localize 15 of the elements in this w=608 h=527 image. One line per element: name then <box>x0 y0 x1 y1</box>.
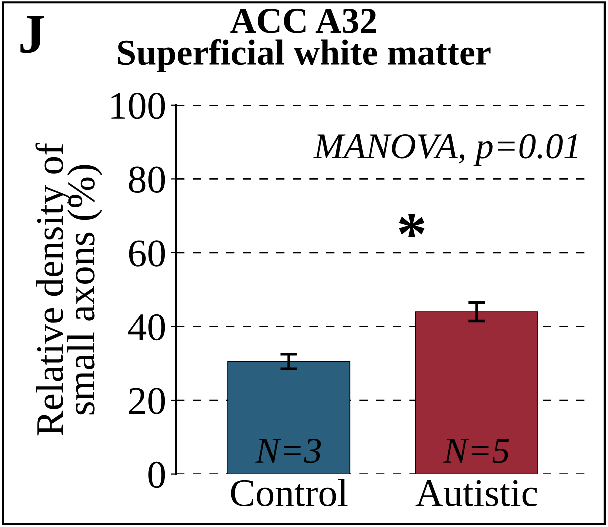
annotation: N=5 <box>443 439 510 464</box>
y-tick-label: 40 <box>128 314 166 341</box>
annotation: MANOVA, p=0.01 <box>314 134 578 166</box>
y-tick-label: 60 <box>129 240 166 267</box>
y-tick-label: 0 <box>148 462 166 488</box>
y-tick-label: 80 <box>129 166 166 194</box>
y-tick-label: 100 <box>112 93 166 120</box>
chart-title: ACC A32 Superficial white matter <box>118 9 491 72</box>
annotation: N=3 <box>256 439 322 464</box>
annotation: * <box>399 214 425 238</box>
y-axis-title: Relative density of small axons (%) <box>36 142 103 436</box>
y-tick-label: 20 <box>129 388 166 414</box>
x-tick-label: Control <box>231 479 348 507</box>
text: J <box>20 16 44 54</box>
x-tick-label: Autistic <box>416 480 538 507</box>
